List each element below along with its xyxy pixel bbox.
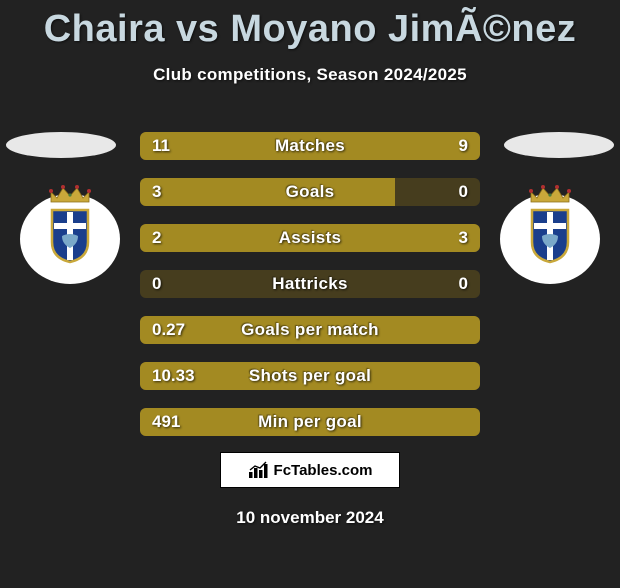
club-badge-right: [500, 184, 600, 284]
branding-box: FcTables.com: [220, 452, 400, 488]
footer-date: 10 november 2024: [0, 508, 620, 528]
page-subtitle: Club competitions, Season 2024/2025: [0, 65, 620, 85]
stat-bar: 00Hattricks: [140, 270, 480, 298]
club-badge-left: [20, 184, 120, 284]
chart-icon: [248, 461, 270, 479]
stat-bar: 23Assists: [140, 224, 480, 252]
stat-label: Shots per goal: [140, 362, 480, 390]
stat-label: Goals per match: [140, 316, 480, 344]
stat-label: Goals: [140, 178, 480, 206]
stat-bar: 10.33Shots per goal: [140, 362, 480, 390]
player-photo-placeholder-right: [504, 132, 614, 158]
stat-label: Hattricks: [140, 270, 480, 298]
stat-label: Assists: [140, 224, 480, 252]
stat-bar: 30Goals: [140, 178, 480, 206]
stat-label: Min per goal: [140, 408, 480, 436]
shield-icon: [50, 208, 90, 264]
shield-icon: [530, 208, 570, 264]
stat-label: Matches: [140, 132, 480, 160]
stat-bar: 119Matches: [140, 132, 480, 160]
stat-bar: 491Min per goal: [140, 408, 480, 436]
branding-text: FcTables.com: [274, 462, 373, 479]
stats-bars: 119Matches 30Goals 23Assists 00Hattricks 0.2…: [140, 132, 480, 454]
crown-icon: [47, 184, 93, 204]
stat-bar: 0.27Goals per match: [140, 316, 480, 344]
page-title: Chaira vs Moyano JimÃ©nez: [0, 8, 620, 51]
player-photo-placeholder-left: [6, 132, 116, 158]
crown-icon: [527, 184, 573, 204]
